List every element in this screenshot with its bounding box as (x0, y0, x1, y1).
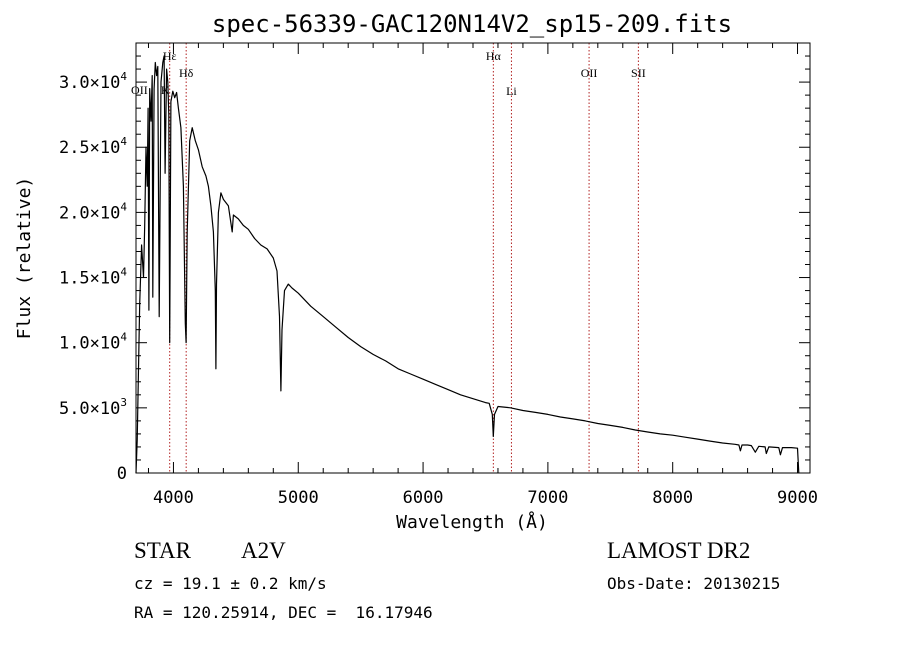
object-subclass: A2V (241, 538, 286, 563)
reference-line-labels: Hε OII K Hδ Hα Li OII SII (131, 49, 646, 98)
y-tick-label: 1.5×104 (59, 266, 127, 289)
plot-frame (135, 42, 811, 474)
y-axis-label: Flux (relative) (14, 177, 35, 340)
reference-line-label: OII (581, 66, 598, 80)
y-tick-label: 2.5×104 (59, 135, 127, 158)
y-axis: 0 5.0×103 1.0×104 1.5×104 2.0×104 2.5×104 3.0×… (59, 55, 810, 484)
y-tick-label: 3.0×104 (59, 70, 127, 93)
x-tick-label: 7000 (527, 488, 568, 508)
y-tick-label: 5.0×103 (59, 396, 127, 419)
redshift-info: cz = 19.1 ± 0.2 km/s (134, 574, 327, 593)
chart-title: spec-56339-GAC120N14V2_sp15-209.fits (212, 10, 732, 38)
x-axis: 4000 5000 6000 7000 8000 9000 (147, 43, 818, 508)
reference-line-label: Li (506, 84, 517, 98)
spectrum-line (135, 55, 800, 474)
reference-line-label: Hα (486, 49, 502, 63)
x-tick-label: 4000 (153, 488, 194, 508)
y-tick-label: 1.0×104 (59, 331, 127, 354)
reference-line-label: OII (131, 83, 148, 97)
reference-line-label: K (161, 83, 170, 97)
y-tick-label: 0 (117, 464, 127, 484)
reference-line-label: SII (631, 66, 646, 80)
x-tick-label: 5000 (278, 488, 319, 508)
reference-line-label: Hε (163, 49, 177, 63)
object-class: STAR (134, 538, 191, 563)
x-tick-label: 9000 (777, 488, 818, 508)
x-axis-label: Wavelength (Å) (396, 511, 548, 533)
reference-line-label: Hδ (179, 66, 194, 80)
reference-lines (169, 43, 639, 473)
x-tick-label: 8000 (652, 488, 693, 508)
survey-name: LAMOST DR2 (607, 538, 751, 563)
y-tick-label: 2.0×104 (59, 200, 127, 223)
obs-date: Obs-Date: 20130215 (607, 574, 781, 593)
coordinates-info: RA = 120.25914, DEC = 16.17946 (134, 603, 433, 622)
x-tick-label: 6000 (403, 488, 444, 508)
